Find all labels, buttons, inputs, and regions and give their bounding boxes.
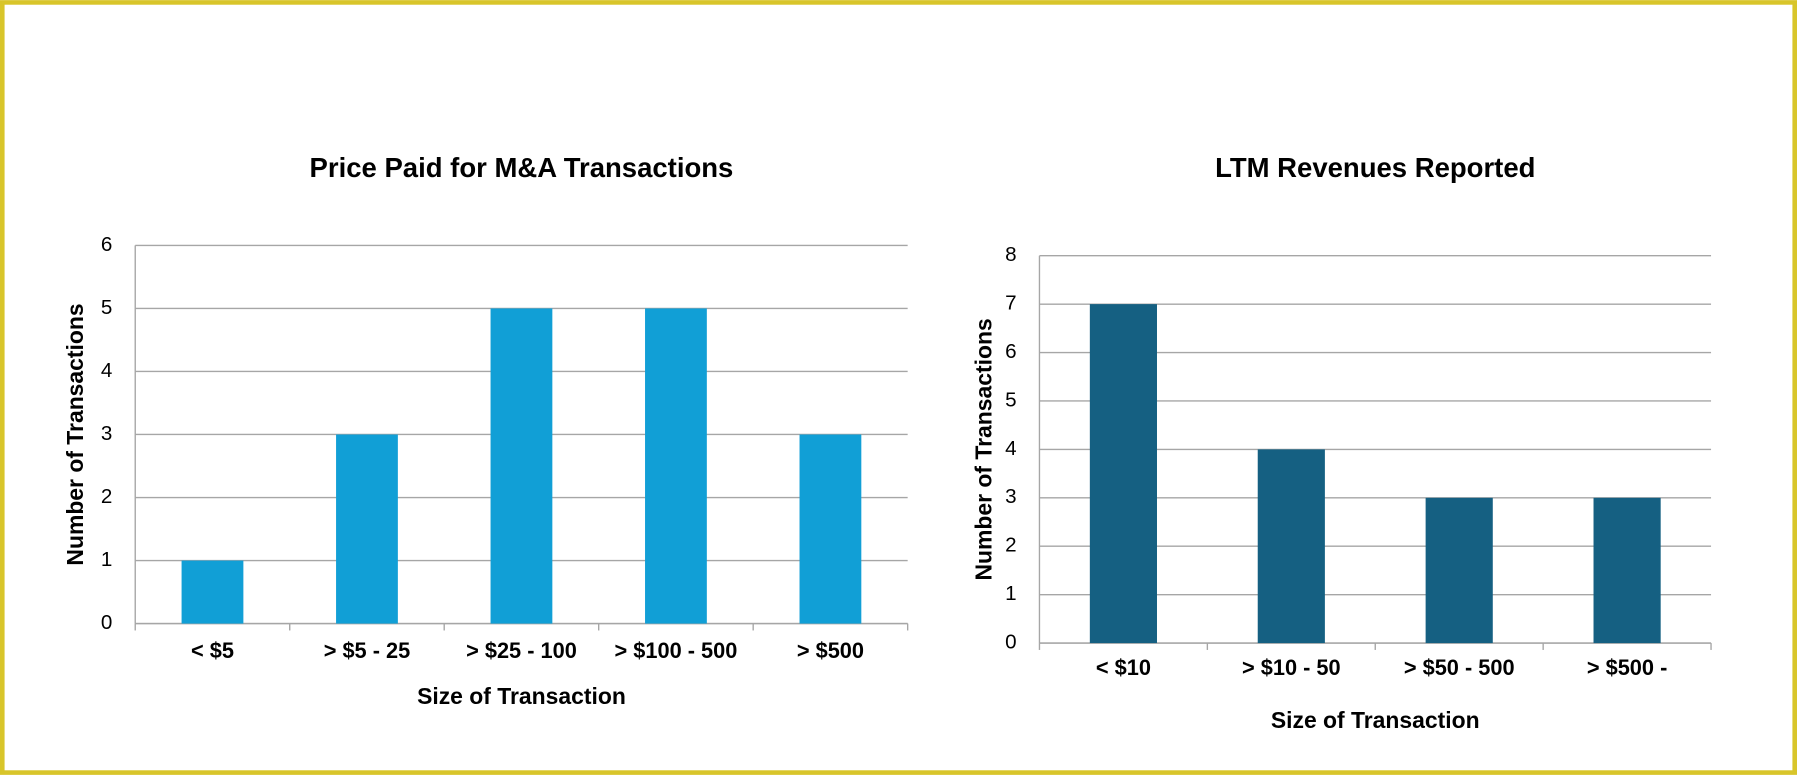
bar — [799, 434, 862, 624]
y-tick-label: 5 — [101, 296, 112, 319]
y-tick-label: 7 — [1005, 292, 1016, 315]
y-tick-label: 0 — [1005, 631, 1016, 654]
y-axis-label: Number of Transactions — [971, 318, 997, 580]
y-tick-label: 0 — [101, 611, 112, 634]
x-tick-label: > $100 - 500 — [615, 638, 738, 663]
bar — [1257, 449, 1325, 644]
bar — [336, 434, 398, 624]
x-tick-label: > $500 - — [1587, 655, 1667, 680]
bar — [645, 308, 707, 624]
y-tick-label: 6 — [1005, 340, 1016, 363]
y-tick-label: 2 — [101, 485, 112, 508]
x-tick-label: > $50 - 500 — [1404, 655, 1515, 680]
x-tick-label: < $10 — [1096, 655, 1151, 680]
y-tick-label: 4 — [1005, 437, 1016, 460]
y-tick-label: 3 — [1005, 485, 1016, 508]
chart-title: Price Paid for M&A Transactions — [310, 152, 734, 183]
x-axis-label: Size of Transaction — [1271, 707, 1480, 733]
y-tick-label: 3 — [101, 422, 112, 445]
y-tick-label: 8 — [1005, 243, 1016, 266]
y-tick-label: 1 — [101, 548, 112, 571]
x-tick-label: > $10 - 50 — [1242, 655, 1341, 680]
x-tick-label: > $25 - 100 — [466, 638, 577, 663]
x-tick-label: < $5 — [191, 638, 234, 663]
bar — [1425, 497, 1493, 644]
y-tick-label: 5 — [1005, 388, 1016, 411]
bar — [1089, 304, 1157, 644]
y-tick-label: 6 — [101, 233, 112, 256]
x-tick-label: > $500 — [797, 638, 864, 663]
bar — [181, 560, 244, 624]
bar — [1593, 497, 1661, 644]
y-axis-label: Number of Transactions — [62, 303, 88, 565]
y-tick-label: 2 — [1005, 534, 1016, 557]
y-tick-label: 4 — [101, 359, 112, 382]
x-axis-label: Size of Transaction — [417, 683, 626, 709]
chart-title: LTM Revenues Reported — [1215, 152, 1535, 183]
bar — [490, 308, 553, 624]
y-tick-label: 1 — [1005, 582, 1016, 605]
x-tick-label: > $5 - 25 — [324, 638, 411, 663]
